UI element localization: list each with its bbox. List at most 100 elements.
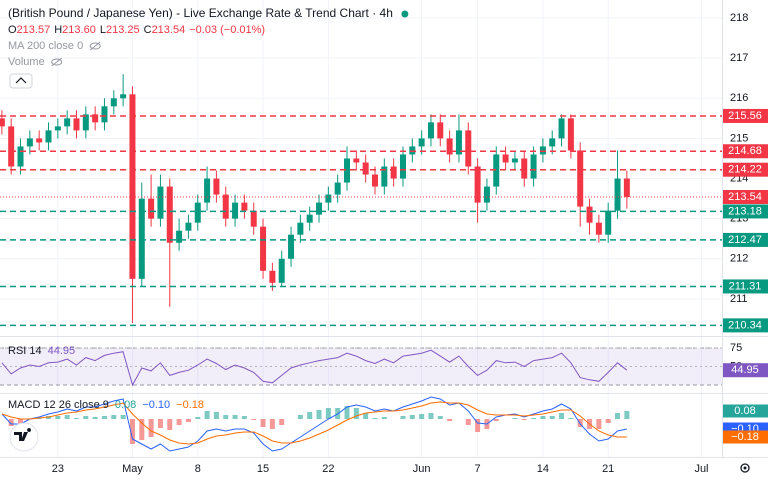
price-level-tag [723, 232, 768, 247]
candle-body [427, 122, 434, 139]
price-level-tag [723, 318, 768, 333]
value-tag [723, 430, 768, 444]
histogram-bar [129, 419, 135, 444]
histogram-bar [363, 413, 369, 419]
histogram-bar [475, 419, 481, 432]
x-tick-label: 23 [52, 463, 64, 475]
price-level-tag [723, 189, 768, 204]
histogram-bar [167, 419, 173, 430]
y-tick-label: 217 [730, 52, 748, 64]
histogram-bar [83, 416, 89, 419]
candle-body [17, 146, 24, 167]
ohlc-key: H [54, 24, 62, 36]
histogram-bar [195, 417, 201, 419]
histogram-bar [232, 415, 238, 419]
price-level-label: 213.54 [728, 191, 762, 203]
histogram-bar [279, 419, 285, 425]
candle-body [409, 146, 416, 155]
legend: MACD 12 26 close 9 0.08 −0.10 −0.18 [8, 399, 204, 411]
candle-body [260, 226, 267, 271]
candle-body [325, 194, 332, 203]
price-level-label: 213.18 [728, 205, 762, 217]
tradingview-logo[interactable] [9, 422, 39, 452]
candle-body [381, 166, 388, 187]
collapse-button[interactable] [9, 73, 33, 89]
visibility-slash [51, 57, 63, 67]
series-line [1, 396, 628, 452]
candle-body [288, 234, 295, 259]
collapse-icon [15, 77, 27, 84]
y-tick-label: 216 [730, 92, 748, 104]
candle-body [399, 154, 406, 179]
histogram-bar [493, 419, 499, 421]
histogram-bar [111, 415, 117, 419]
candle-body [185, 222, 192, 231]
histogram-bar [624, 411, 630, 419]
candle-body [316, 202, 323, 215]
histogram-bar [512, 418, 518, 419]
histogram-bar [18, 419, 24, 424]
histogram-bar [176, 419, 182, 425]
indicator-label: MA 200 close 0 [8, 40, 83, 52]
y-tick-label: 212 [730, 253, 748, 265]
price-level-label: 214.22 [728, 164, 762, 176]
histogram-bar [540, 416, 546, 419]
candle-body [0, 118, 5, 127]
price-level-tag [723, 204, 768, 219]
x-tick-label: 8 [195, 463, 201, 475]
histogram-bar [297, 415, 303, 419]
histogram-bar [92, 417, 98, 419]
x-tick-label: 14 [537, 463, 549, 475]
histogram-bar [549, 416, 555, 419]
candle-body [110, 98, 117, 107]
histogram-bar [213, 412, 219, 419]
ohlc-key: O [8, 24, 17, 36]
y-tick-label: 75 [730, 342, 742, 354]
x-tick-label: 15 [257, 463, 269, 475]
x-tick-label: 21 [602, 463, 614, 475]
candle-body [455, 130, 462, 155]
candle-body [371, 174, 378, 187]
candle-body [577, 150, 584, 207]
candle-body [8, 126, 15, 167]
ohlc-change: −0.03 (−0.01%) [189, 24, 265, 36]
histogram-bar [8, 419, 14, 426]
candle-body [194, 202, 201, 223]
candle-body [82, 114, 89, 131]
value-tag-label: 44.95 [731, 364, 759, 376]
candle-body [120, 94, 127, 99]
histogram-bar [596, 419, 602, 429]
histogram-bar [185, 419, 191, 422]
candle-body [334, 182, 341, 195]
candle-body [129, 94, 136, 279]
histogram-bar [260, 419, 266, 427]
candle-body [493, 154, 500, 187]
legend-value: −0.18 [176, 399, 204, 411]
legend-title: RSI 14 [8, 345, 42, 357]
candle-body [306, 214, 313, 223]
candle-body [222, 194, 229, 219]
candle-body [558, 118, 565, 139]
candle-body [362, 162, 369, 175]
histogram-bar [568, 418, 574, 419]
histogram-bar [381, 417, 387, 419]
candle-body [204, 178, 211, 203]
value-tag [723, 404, 768, 418]
candle-body [586, 206, 593, 223]
candle-body [92, 114, 99, 123]
legend-value: 44.95 [48, 345, 76, 357]
price-level-tag [723, 144, 768, 159]
price-level-label: 215.56 [728, 110, 762, 122]
marks-layer [0, 74, 722, 452]
price-level-tag [723, 279, 768, 294]
histogram-bar [269, 419, 275, 429]
histogram-bar [139, 419, 145, 440]
x-tick-label: Jun [413, 463, 431, 475]
settings-icon[interactable] [740, 463, 750, 473]
histogram-bar [307, 412, 313, 419]
histogram-bar [615, 413, 621, 419]
candle-body [605, 210, 612, 235]
candle-body [36, 138, 43, 143]
candle-body [614, 178, 621, 211]
candle-body [483, 186, 490, 203]
